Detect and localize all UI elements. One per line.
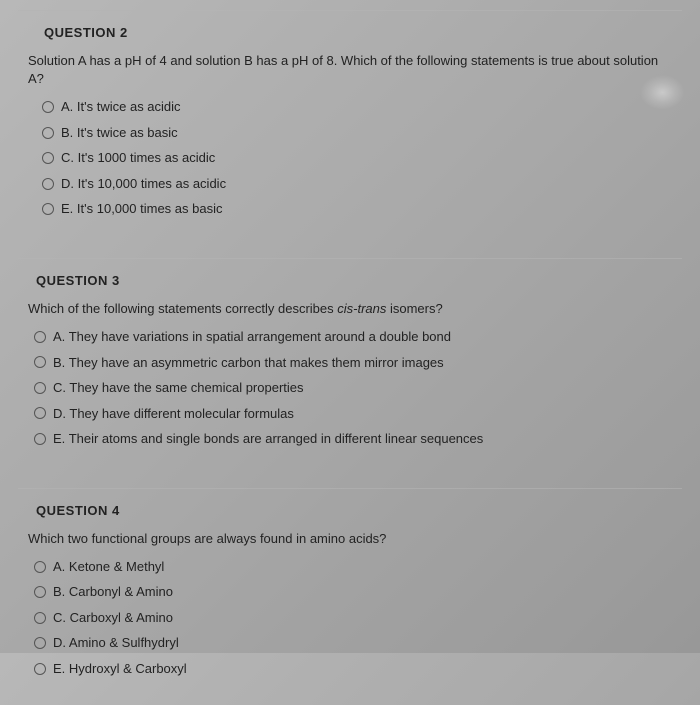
option-row: B. Carbonyl & Amino xyxy=(28,579,674,605)
question-4-options: A. Ketone & Methyl B. Carbonyl & Amino C… xyxy=(28,554,674,682)
option-label: A. Ketone & Methyl xyxy=(53,557,164,577)
option-row: B. They have an asymmetric carbon that m… xyxy=(28,350,674,376)
radio-button[interactable] xyxy=(42,203,54,215)
question-4-title: QUESTION 4 xyxy=(36,503,674,518)
option-row: E. Their atoms and single bonds are arra… xyxy=(28,426,674,452)
option-row: C. They have the same chemical propertie… xyxy=(28,375,674,401)
radio-button[interactable] xyxy=(34,637,46,649)
option-label: D. It's 10,000 times as acidic xyxy=(61,174,226,194)
radio-button[interactable] xyxy=(34,612,46,624)
option-label: A. It's twice as acidic xyxy=(61,97,181,117)
question-4-block: QUESTION 4 Which two functional groups a… xyxy=(18,488,682,705)
radio-button[interactable] xyxy=(42,152,54,164)
radio-button[interactable] xyxy=(34,561,46,573)
radio-button[interactable] xyxy=(34,331,46,343)
option-label: E. It's 10,000 times as basic xyxy=(61,199,222,219)
option-row: E. It's 10,000 times as basic xyxy=(28,196,674,222)
option-row: D. They have different molecular formula… xyxy=(28,401,674,427)
option-label: D. Amino & Sulfhydryl xyxy=(53,633,179,653)
radio-button[interactable] xyxy=(42,101,54,113)
option-row: A. They have variations in spatial arran… xyxy=(28,324,674,350)
radio-button[interactable] xyxy=(42,127,54,139)
option-row: C. Carboxyl & Amino xyxy=(28,605,674,631)
option-row: E. Hydroxyl & Carboxyl xyxy=(28,656,674,682)
option-label: E. Hydroxyl & Carboxyl xyxy=(53,659,187,679)
question-2-options: A. It's twice as acidic B. It's twice as… xyxy=(28,94,674,222)
option-row: D. Amino & Sulfhydryl xyxy=(28,630,674,656)
question-2-prompt: Solution A has a pH of 4 and solution B … xyxy=(28,52,674,88)
radio-button[interactable] xyxy=(34,663,46,675)
radio-button[interactable] xyxy=(34,586,46,598)
option-row: B. It's twice as basic xyxy=(28,120,674,146)
option-label: A. They have variations in spatial arran… xyxy=(53,327,451,347)
option-label: C. Carboxyl & Amino xyxy=(53,608,173,628)
option-row: C. It's 1000 times as acidic xyxy=(28,145,674,171)
option-row: A. It's twice as acidic xyxy=(28,94,674,120)
radio-button[interactable] xyxy=(34,356,46,368)
option-label: C. It's 1000 times as acidic xyxy=(61,148,215,168)
option-label: D. They have different molecular formula… xyxy=(53,404,294,424)
option-row: A. Ketone & Methyl xyxy=(28,554,674,580)
option-label: E. Their atoms and single bonds are arra… xyxy=(53,429,483,449)
question-2-block: QUESTION 2 Solution A has a pH of 4 and … xyxy=(18,10,682,246)
radio-button[interactable] xyxy=(34,433,46,445)
option-label: B. It's twice as basic xyxy=(61,123,178,143)
question-3-title: QUESTION 3 xyxy=(36,273,674,288)
question-3-block: QUESTION 3 Which of the following statem… xyxy=(18,258,682,476)
question-3-options: A. They have variations in spatial arran… xyxy=(28,324,674,452)
radio-button[interactable] xyxy=(42,178,54,190)
option-label: C. They have the same chemical propertie… xyxy=(53,378,304,398)
question-2-title: QUESTION 2 xyxy=(44,25,674,40)
question-3-prompt: Which of the following statements correc… xyxy=(28,300,674,318)
option-label: B. They have an asymmetric carbon that m… xyxy=(53,353,444,373)
radio-button[interactable] xyxy=(34,407,46,419)
radio-button[interactable] xyxy=(34,382,46,394)
question-4-prompt: Which two functional groups are always f… xyxy=(28,530,674,548)
option-label: B. Carbonyl & Amino xyxy=(53,582,173,602)
option-row: D. It's 10,000 times as acidic xyxy=(28,171,674,197)
